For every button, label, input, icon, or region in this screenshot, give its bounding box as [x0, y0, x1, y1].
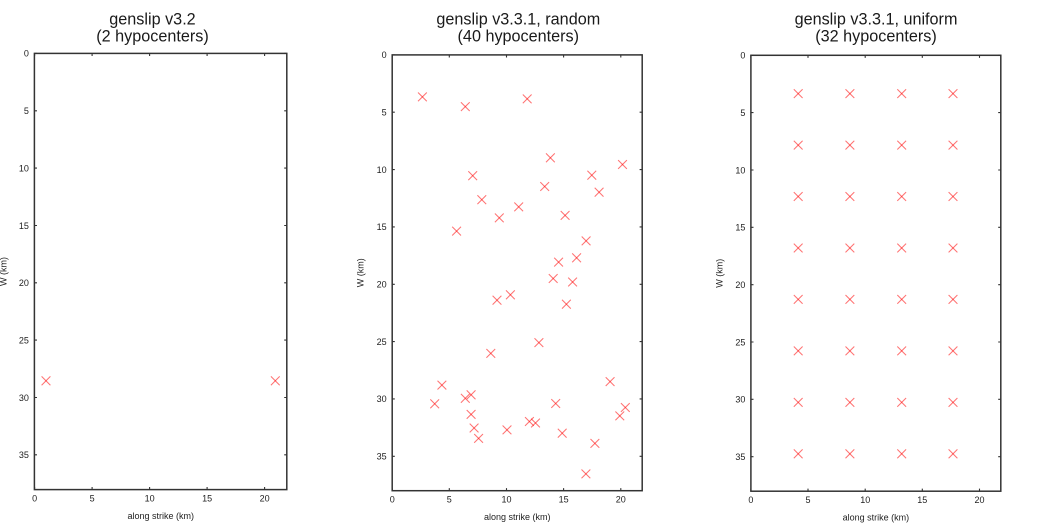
svg-text:35: 35 [19, 450, 29, 460]
svg-text:15: 15 [202, 493, 212, 503]
svg-text:genslip v3.2: genslip v3.2 [109, 10, 195, 28]
svg-text:W (km): W (km) [714, 259, 724, 288]
svg-text:5: 5 [90, 493, 95, 503]
svg-text:5: 5 [382, 108, 387, 118]
svg-text:20: 20 [19, 278, 29, 288]
svg-text:0: 0 [740, 51, 745, 61]
svg-text:W (km): W (km) [0, 257, 8, 286]
svg-text:(2 hypocenters): (2 hypocenters) [96, 27, 208, 45]
svg-text:along strike (km): along strike (km) [843, 513, 910, 523]
svg-text:genslip v3.3.1, random: genslip v3.3.1, random [436, 10, 600, 28]
svg-text:5: 5 [805, 495, 810, 505]
svg-text:genslip v3.3.1, uniform: genslip v3.3.1, uniform [795, 10, 958, 28]
svg-text:15: 15 [19, 221, 29, 231]
svg-text:(40 hypocenters): (40 hypocenters) [458, 27, 579, 45]
svg-text:30: 30 [377, 394, 387, 404]
svg-text:20: 20 [974, 495, 984, 505]
svg-text:0: 0 [382, 50, 387, 60]
svg-text:along strike (km): along strike (km) [484, 512, 551, 522]
svg-text:20: 20 [377, 280, 387, 290]
svg-text:5: 5 [447, 494, 452, 504]
svg-text:along strike (km): along strike (km) [127, 511, 194, 521]
svg-text:5: 5 [24, 106, 29, 116]
svg-text:25: 25 [735, 337, 745, 347]
svg-text:0: 0 [390, 494, 395, 504]
svg-text:15: 15 [377, 222, 387, 232]
svg-text:20: 20 [260, 493, 270, 503]
svg-text:10: 10 [501, 494, 511, 504]
svg-text:0: 0 [748, 495, 753, 505]
svg-text:35: 35 [377, 452, 387, 462]
svg-text:25: 25 [19, 335, 29, 345]
svg-text:0: 0 [32, 493, 37, 503]
svg-text:10: 10 [860, 495, 870, 505]
svg-text:15: 15 [735, 223, 745, 233]
svg-text:15: 15 [917, 495, 927, 505]
svg-text:35: 35 [735, 452, 745, 462]
svg-text:20: 20 [735, 280, 745, 290]
svg-text:10: 10 [377, 165, 387, 175]
svg-text:0: 0 [24, 49, 29, 59]
svg-text:10: 10 [145, 493, 155, 503]
svg-text:20: 20 [616, 494, 626, 504]
svg-text:(32 hypocenters): (32 hypocenters) [815, 27, 936, 45]
svg-text:30: 30 [19, 393, 29, 403]
svg-text:15: 15 [559, 494, 569, 504]
svg-text:10: 10 [19, 163, 29, 173]
svg-text:25: 25 [377, 337, 387, 347]
svg-text:10: 10 [735, 165, 745, 175]
svg-text:5: 5 [740, 108, 745, 118]
svg-text:30: 30 [735, 395, 745, 405]
svg-text:W (km): W (km) [356, 258, 366, 287]
